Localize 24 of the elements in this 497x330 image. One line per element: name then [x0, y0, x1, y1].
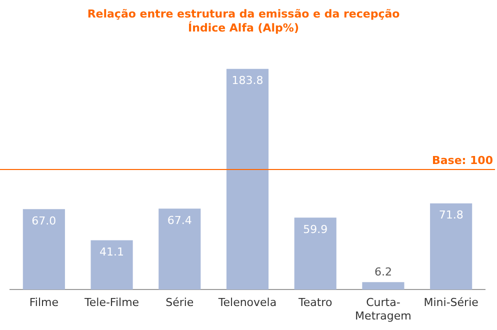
- bar: [158, 208, 201, 290]
- ref-line-label: Base: 100: [432, 154, 494, 167]
- data-label: 6.2: [374, 266, 392, 279]
- x-tick-label: Mini-Série: [424, 296, 479, 310]
- bar: [22, 209, 65, 290]
- data-label: 67.0: [32, 214, 56, 228]
- data-label: 59.9: [303, 223, 328, 236]
- x-tick-label: Tele-Filme: [84, 296, 140, 310]
- x-tick-label: Filme: [29, 296, 59, 310]
- x-tick-label: Série: [166, 296, 194, 310]
- data-label: 71.8: [438, 208, 464, 222]
- bar: [226, 68, 269, 290]
- data-label: 41.1: [100, 246, 124, 259]
- x-tick-label: Teatro: [298, 296, 332, 310]
- chart-title: Relação entre estrutura da emissão e da recepção: [87, 7, 400, 20]
- bar: [294, 218, 336, 290]
- data-label: 67.4: [167, 214, 192, 228]
- x-tick-label: Telenovela: [217, 296, 277, 310]
- bar: [90, 240, 133, 290]
- x-tick-label: Curta-Metragem: [355, 296, 412, 322]
- chart-subtitle: Índice Alfa (Alp%): [188, 20, 299, 35]
- bar: [430, 203, 472, 290]
- data-label: 183.8: [232, 74, 264, 88]
- bar: [362, 282, 404, 290]
